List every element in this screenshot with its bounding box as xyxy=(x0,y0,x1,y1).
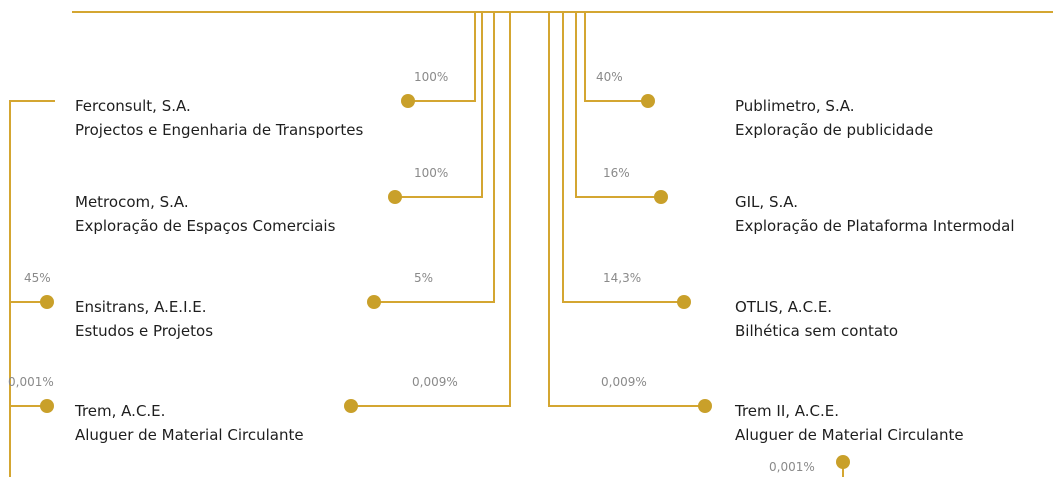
company-name: GIL, S.A. xyxy=(735,193,798,211)
company-name: Trem, A.C.E. xyxy=(74,402,165,420)
share-label: 45% xyxy=(24,271,51,285)
share-label: 100% xyxy=(414,70,448,84)
dot xyxy=(836,455,850,469)
company-description: Exploração de Espaços Comerciais xyxy=(75,217,336,235)
dot xyxy=(698,399,712,413)
share-label: 5% xyxy=(414,271,433,285)
dot xyxy=(40,399,54,413)
company-name: Trem II, A.C.E. xyxy=(734,402,839,420)
company-description: Exploração de publicidade xyxy=(735,121,933,139)
dot xyxy=(654,190,668,204)
share-label: 100% xyxy=(414,166,448,180)
company-description: Bilhética sem contato xyxy=(735,322,898,340)
company-description: Estudos e Projetos xyxy=(75,322,213,340)
dot xyxy=(367,295,381,309)
dot xyxy=(641,94,655,108)
company-name: Ensitrans, A.E.I.E. xyxy=(75,298,207,316)
company-description: Aluguer de Material Circulante xyxy=(75,426,304,444)
company-name: Publimetro, S.A. xyxy=(735,97,854,115)
connector xyxy=(575,12,661,198)
dot xyxy=(344,399,358,413)
dot xyxy=(401,94,415,108)
company-name: Ferconsult, S.A. xyxy=(75,97,191,115)
company-description: Aluguer de Material Circulante xyxy=(735,426,964,444)
share-label: 40% xyxy=(596,70,623,84)
share-label: 0,001% xyxy=(8,375,54,389)
side-line xyxy=(9,100,55,477)
connector xyxy=(351,12,511,407)
share-label: 0,009% xyxy=(412,375,458,389)
company-description: Exploração de Plataforma Intermodal xyxy=(735,217,1015,235)
company-description: Projectos e Engenharia de Transportes xyxy=(75,121,363,139)
connector xyxy=(584,12,648,102)
dot xyxy=(388,190,402,204)
connector xyxy=(408,12,476,102)
connector xyxy=(548,12,705,407)
company-name: OTLIS, A.C.E. xyxy=(735,298,832,316)
share-label: 14,3% xyxy=(603,271,641,285)
share-label: 0,009% xyxy=(601,375,647,389)
connector xyxy=(374,12,495,303)
share-label: 16% xyxy=(603,166,630,180)
share-label: 0,001% xyxy=(769,460,815,474)
company-name: Metrocom, S.A. xyxy=(75,193,189,211)
connector xyxy=(562,12,684,303)
dot xyxy=(40,295,54,309)
dot xyxy=(677,295,691,309)
connector xyxy=(395,12,483,198)
